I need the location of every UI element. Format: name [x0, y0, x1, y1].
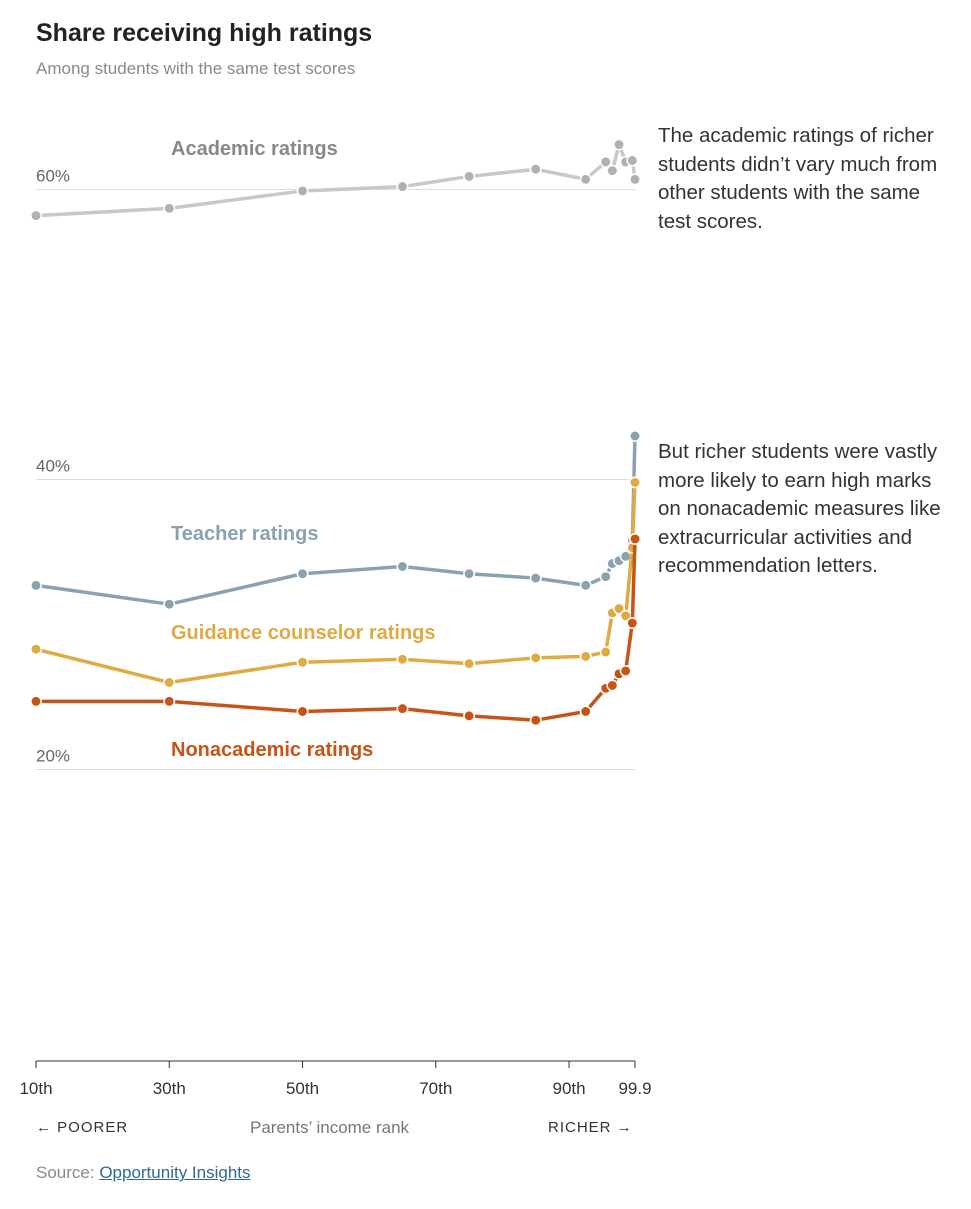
point-academic-ratings-1 — [163, 202, 176, 215]
x-tick-label-5: 99.9 — [618, 1079, 651, 1098]
point-academic-ratings-7 — [599, 156, 612, 168]
source-link[interactable]: Opportunity Insights — [99, 1163, 251, 1182]
point-nonacademic-ratings-3 — [396, 702, 409, 715]
point-nonacademic-ratings-2 — [296, 705, 309, 718]
series-teacher-ratings: Teacher ratings — [30, 430, 641, 611]
point-guidance-counselor-ratings-0 — [30, 643, 42, 656]
point-academic-ratings-12 — [629, 173, 641, 186]
y-tick-label-40: 40% — [36, 457, 70, 476]
point-academic-ratings-6 — [579, 173, 592, 186]
point-guidance-counselor-ratings-3 — [396, 653, 409, 666]
point-academic-ratings-0 — [30, 209, 42, 222]
point-guidance-counselor-ratings-12 — [629, 476, 641, 489]
point-teacher-ratings-7 — [599, 570, 612, 583]
series-label-teacher-ratings: Teacher ratings — [171, 523, 318, 545]
point-guidance-counselor-ratings-4 — [463, 657, 476, 670]
poorer-label: ← POORER — [36, 1119, 129, 1136]
point-teacher-ratings-1 — [163, 598, 176, 611]
point-nonacademic-ratings-4 — [463, 709, 476, 722]
x-tick-label-3: 70th — [419, 1079, 452, 1098]
point-teacher-ratings-4 — [463, 567, 476, 580]
y-tick-label-20: 20% — [36, 747, 70, 766]
point-nonacademic-ratings-11 — [626, 617, 639, 629]
point-academic-ratings-3 — [396, 180, 409, 193]
point-guidance-counselor-ratings-2 — [296, 656, 309, 669]
point-nonacademic-ratings-10 — [619, 664, 632, 677]
chart-subtitle: Among students with the same test scores — [36, 59, 356, 78]
y-tick-label-60: 60% — [36, 167, 70, 186]
point-academic-ratings-5 — [529, 163, 542, 176]
point-teacher-ratings-0 — [30, 579, 42, 592]
point-teacher-ratings-5 — [529, 572, 542, 585]
point-nonacademic-ratings-12 — [629, 533, 641, 545]
chart-title: Share receiving high ratings — [36, 19, 373, 47]
point-academic-ratings-4 — [463, 170, 476, 183]
point-guidance-counselor-ratings-5 — [529, 651, 542, 664]
x-tick-label-1: 30th — [153, 1079, 186, 1098]
series-nonacademic-ratings: Nonacademic ratings — [30, 533, 641, 761]
point-guidance-counselor-ratings-1 — [163, 676, 176, 689]
point-nonacademic-ratings-6 — [579, 705, 592, 718]
series-label-guidance-counselor-ratings: Guidance counselor ratings — [171, 622, 436, 644]
point-academic-ratings-9 — [613, 138, 625, 151]
point-guidance-counselor-ratings-7 — [599, 646, 612, 658]
source-prefix: Source: — [36, 1163, 100, 1182]
series-line-guidance-counselor-ratings — [34, 480, 637, 685]
series-guidance-counselor-ratings: Guidance counselor ratings — [30, 476, 641, 689]
series-academic-ratings: Academic ratings — [30, 138, 641, 222]
annotation-academic: The academic ratings of richer students … — [658, 124, 938, 233]
series-line-teacher-ratings — [34, 434, 637, 606]
point-teacher-ratings-2 — [296, 567, 309, 580]
point-nonacademic-ratings-1 — [163, 695, 176, 708]
series-label-academic-ratings: Academic ratings — [171, 138, 338, 160]
point-nonacademic-ratings-5 — [529, 714, 542, 727]
x-tick-label-2: 50th — [286, 1079, 319, 1098]
x-tick-label-0: 10th — [19, 1079, 52, 1098]
richer-label: RICHER → — [548, 1119, 633, 1136]
point-teacher-ratings-3 — [396, 560, 409, 573]
point-academic-ratings-2 — [296, 185, 309, 197]
x-tick-label-4: 90th — [552, 1079, 585, 1098]
point-nonacademic-ratings-8 — [606, 679, 619, 692]
point-guidance-counselor-ratings-6 — [579, 650, 592, 663]
point-nonacademic-ratings-0 — [30, 695, 42, 708]
point-guidance-counselor-ratings-9 — [613, 602, 625, 615]
point-teacher-ratings-6 — [579, 579, 592, 592]
point-teacher-ratings-12 — [629, 430, 641, 442]
series-label-nonacademic-ratings: Nonacademic ratings — [171, 739, 373, 761]
annotation-nonacademic: But richer students were vastly more lik… — [658, 440, 941, 577]
point-academic-ratings-8 — [606, 164, 619, 177]
x-axis-title: Parents’ income rank — [250, 1118, 410, 1137]
point-academic-ratings-11 — [626, 154, 639, 167]
source-line: Source: Opportunity Insights — [36, 1163, 251, 1183]
